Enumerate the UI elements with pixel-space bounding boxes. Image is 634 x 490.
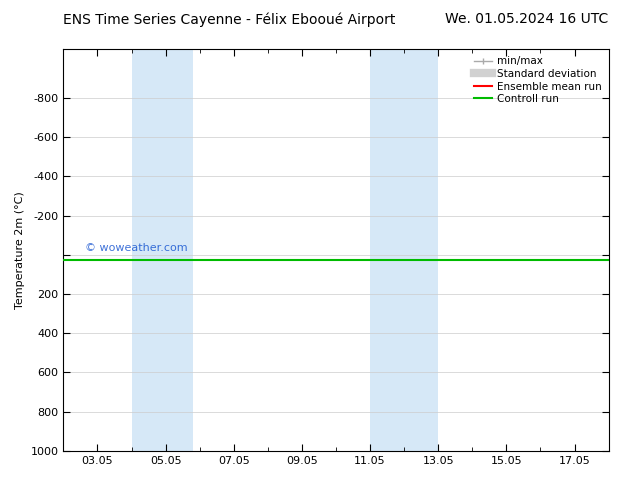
Text: We. 01.05.2024 16 UTC: We. 01.05.2024 16 UTC: [446, 12, 609, 26]
Text: ENS Time Series Cayenne - Félix Ebooué Airport: ENS Time Series Cayenne - Félix Ebooué A…: [63, 12, 396, 27]
Bar: [370, 49, 438, 451]
Y-axis label: Temperature 2m (°C): Temperature 2m (°C): [15, 191, 25, 309]
Legend: min/max, Standard deviation, Ensemble mean run, Controll run: min/max, Standard deviation, Ensemble me…: [472, 54, 604, 106]
Text: © woweather.com: © woweather.com: [85, 243, 188, 253]
Bar: [132, 49, 193, 451]
